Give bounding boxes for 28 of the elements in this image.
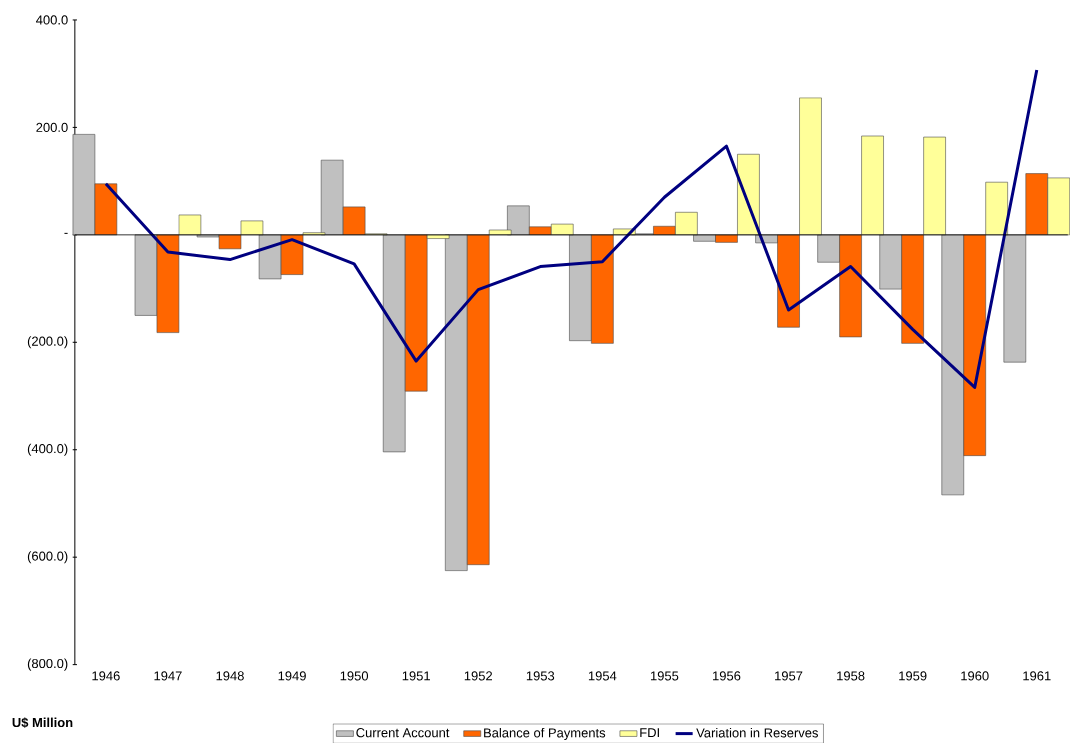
x-tick-label: 1956 bbox=[713, 671, 741, 681]
y-tick-label: 400.0 bbox=[36, 15, 68, 25]
y-tick-label: (800.0) bbox=[27, 658, 68, 671]
y-axis-title: U$ Million bbox=[12, 717, 73, 728]
x-tick-label: 1955 bbox=[650, 671, 679, 681]
legend-label: Balance of Payments bbox=[484, 727, 606, 740]
x-tick-label: 1951 bbox=[402, 671, 430, 681]
x-tick-label: 1960 bbox=[961, 671, 989, 681]
y-tick-label: (400.0) bbox=[27, 443, 68, 456]
y-tick-label: - bbox=[64, 232, 68, 234]
legend-label: Current Account bbox=[356, 727, 450, 738]
x-tick-label: 1952 bbox=[464, 671, 493, 681]
x-tick-label: 1948 bbox=[216, 671, 244, 681]
x-tick-label: 1958 bbox=[837, 671, 865, 681]
x-tick-label: 1957 bbox=[775, 671, 803, 681]
x-tick-label: 1961 bbox=[1023, 671, 1051, 681]
y-tick-label: 200.0 bbox=[36, 122, 68, 132]
legend-label: Variation in Reserves bbox=[696, 727, 818, 738]
x-tick-label: 1949 bbox=[278, 671, 306, 681]
x-tick-label: 1946 bbox=[92, 671, 120, 681]
x-tick-label: 1947 bbox=[154, 671, 182, 681]
x-tick-label: 1959 bbox=[899, 671, 927, 681]
x-tick-label: 1950 bbox=[340, 671, 369, 681]
y-tick-label: (600.0) bbox=[27, 550, 68, 563]
y-tick-label: (200.0) bbox=[27, 336, 68, 349]
x-tick-label: 1953 bbox=[526, 671, 555, 681]
legend-label: FDI bbox=[640, 727, 659, 737]
x-tick-label: 1954 bbox=[588, 671, 617, 681]
